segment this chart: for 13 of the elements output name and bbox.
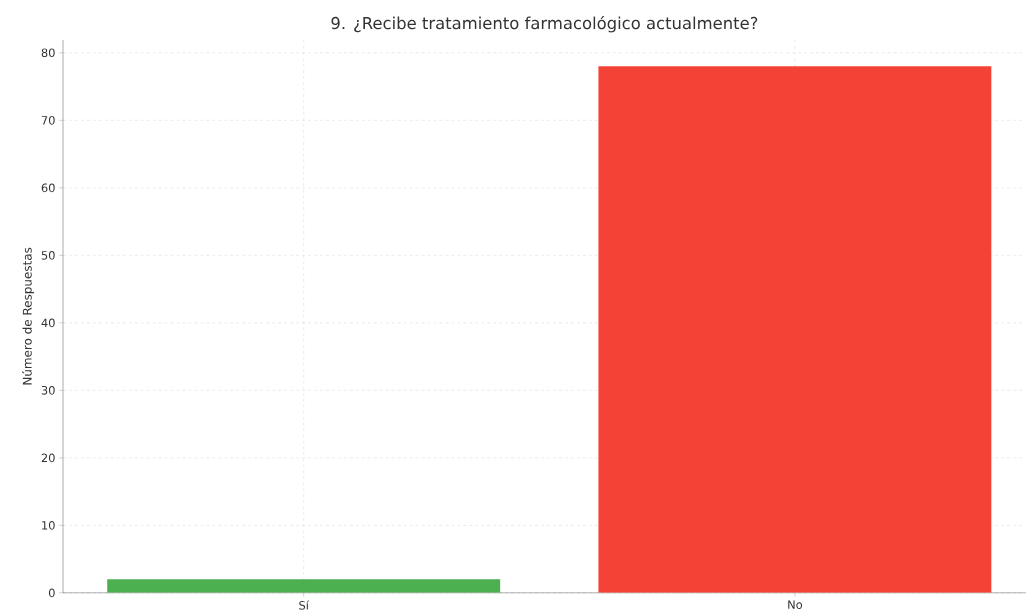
y-tick-label: 40 bbox=[41, 318, 55, 328]
y-tick-label: 70 bbox=[41, 116, 55, 125]
y-tick-label: 0 bbox=[48, 588, 55, 598]
y-tick-label: 50 bbox=[41, 251, 55, 260]
y-axis-title: Número de Respuestas bbox=[22, 247, 35, 385]
x-tick-label: Sí bbox=[299, 600, 310, 610]
chart-title: 9. ¿Recibe tratamiento farmacológico actualmente? bbox=[331, 15, 758, 33]
y-tick-label: 80 bbox=[41, 48, 55, 58]
x-tick-label: No bbox=[788, 600, 803, 609]
y-tick-label: 30 bbox=[41, 386, 55, 395]
y-tick-label: 20 bbox=[41, 453, 55, 463]
y-tick-label: 10 bbox=[42, 521, 55, 530]
y-tick-label: 60 bbox=[41, 183, 55, 193]
